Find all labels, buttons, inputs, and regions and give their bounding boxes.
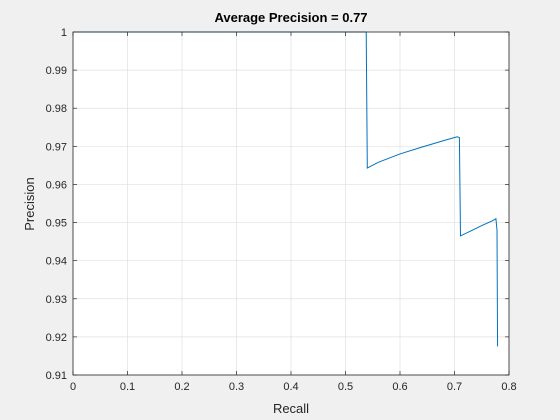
y-tick-label: 0.93 — [46, 294, 67, 306]
y-tick-labels: 0.91 0.92 0.93 0.94 0.95 0.96 0.97 0.98 0.99 1 — [46, 27, 67, 382]
x-tick-label: 0.7 — [447, 381, 462, 393]
x-tick-label: 0.5 — [338, 381, 353, 393]
y-axis-label: Precision — [22, 177, 37, 230]
y-tick-label: 0.94 — [46, 256, 67, 268]
y-tick-label: 0.95 — [46, 218, 67, 230]
x-tick-label: 0.6 — [392, 381, 407, 393]
x-tick-labels: 0 0.1 0.2 0.3 0.4 0.5 0.6 0.7 0.8 — [70, 381, 517, 393]
y-tick-label: 0.91 — [46, 370, 67, 382]
axes-box — [72, 31, 510, 376]
precision-recall-line — [73, 31, 499, 347]
x-tick-label: 0.3 — [229, 381, 244, 393]
y-tick-label: 0.99 — [46, 65, 67, 77]
chart-title: Average Precision = 0.77 — [214, 10, 367, 25]
x-tick-label: 0.4 — [283, 381, 298, 393]
y-tick-label: 1 — [61, 27, 67, 39]
x-tick-label: 0 — [70, 381, 76, 393]
y-tick-label: 0.96 — [46, 179, 67, 191]
x-tick-label: 0.8 — [501, 381, 516, 393]
x-tick-label: 0.1 — [120, 381, 135, 393]
y-tick-label: 0.98 — [46, 103, 67, 115]
y-tick-label: 0.92 — [46, 332, 67, 344]
y-tick-label: 0.97 — [46, 141, 67, 153]
x-tick-label: 0.2 — [174, 381, 189, 393]
x-axis-label: Recall — [273, 401, 309, 416]
series-group — [73, 31, 499, 347]
